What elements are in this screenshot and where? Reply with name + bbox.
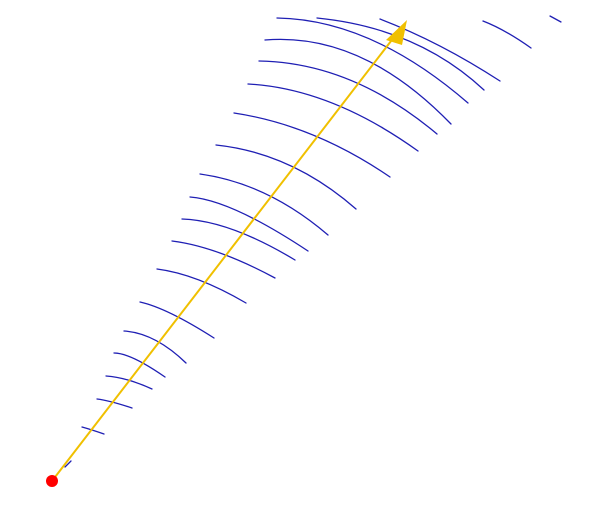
wavefront-arc	[258, 60, 438, 135]
wavefront-arc	[113, 352, 166, 378]
wavefront-arc	[549, 15, 562, 23]
wavefront-arc	[105, 375, 153, 390]
ray-line	[51, 31, 399, 482]
wavefront-arc	[247, 83, 419, 152]
wavefront-arc	[482, 20, 532, 49]
wavefront-arc	[233, 112, 391, 178]
wavefront-arc	[189, 196, 309, 252]
wavefront-arc	[181, 218, 296, 261]
wavefront-arc	[123, 330, 187, 364]
wavefront-arc	[316, 17, 485, 91]
ray-arrowhead	[386, 20, 407, 45]
wavefront-arc	[171, 240, 276, 279]
wavefront-arc	[264, 38, 452, 125]
wavefront-arc	[276, 17, 469, 104]
wavefront-arc	[64, 460, 72, 468]
ray-arrow	[51, 20, 407, 482]
wavefront-arc	[199, 173, 329, 236]
wavefront-arc	[156, 268, 247, 304]
wavefront-arc	[139, 301, 215, 339]
source-point	[46, 475, 58, 487]
wavefront-arc	[379, 18, 501, 82]
wavefront-arc	[215, 144, 357, 210]
wavefront-group	[64, 15, 562, 468]
